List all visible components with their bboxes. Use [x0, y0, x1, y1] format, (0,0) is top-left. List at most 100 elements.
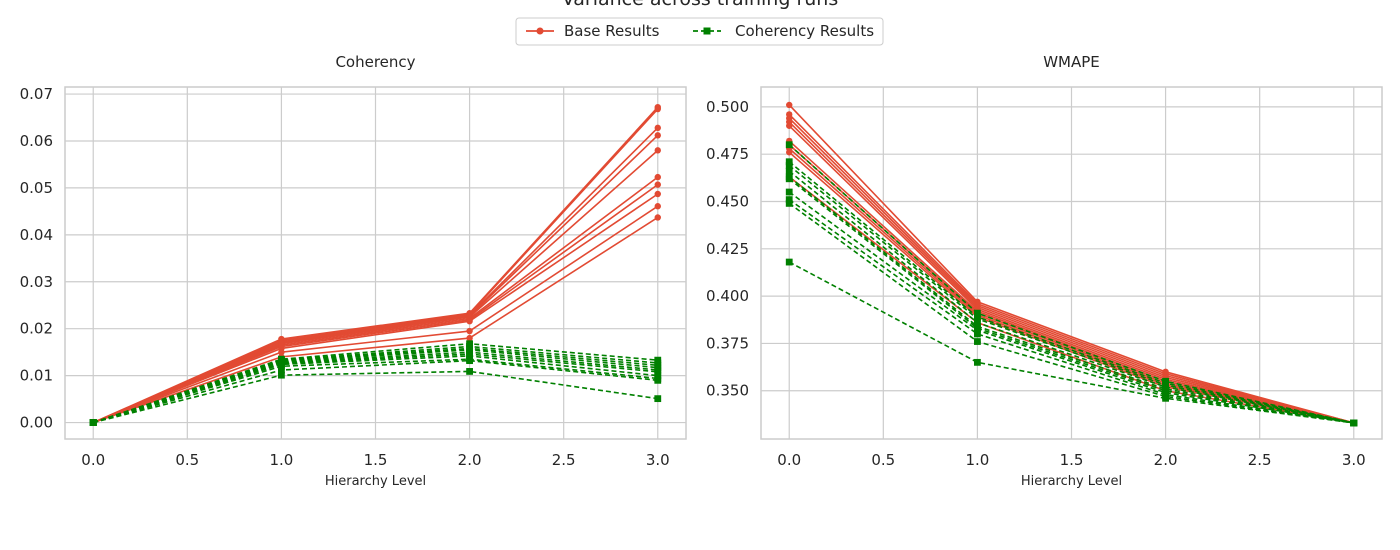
wmape-coherency-point — [974, 358, 981, 366]
coherency-coherency-point — [466, 357, 473, 365]
wmape-coherency-series-line — [788, 144, 1354, 424]
wmape-x-tick-label: 2.0 — [1154, 451, 1178, 469]
wmape-y-tick-label: 0.475 — [706, 145, 749, 163]
coherency-y-tick-label: 0.05 — [20, 179, 53, 197]
legend-coherency-marker — [703, 27, 711, 35]
wmape-coherency-point — [785, 158, 793, 166]
coherency-base-point — [466, 334, 473, 342]
coherency-y-tick-label: 0.07 — [20, 85, 53, 103]
legend-base-marker — [536, 27, 544, 35]
coherency-x-tick-label: 0.5 — [175, 451, 199, 469]
wmape-base-point — [786, 101, 793, 109]
wmape-coherency-point — [785, 167, 793, 175]
coherency-x-tick-label: 0.0 — [81, 451, 105, 469]
legend-entry-coherency: Coherency Results — [693, 22, 874, 40]
wmape-base-series-line — [788, 113, 1354, 424]
coherency-x-tick-label: 1.5 — [364, 451, 388, 469]
wmape-y-tick-label: 0.400 — [706, 287, 749, 305]
wmape-panel-title: WMAPE — [1043, 53, 1100, 71]
coherency-coherency-point — [466, 368, 473, 375]
wmape-y-tick-label: 0.350 — [706, 382, 749, 400]
wmape-y-tick-label: 0.425 — [706, 240, 749, 258]
wmape-coherency-point — [974, 319, 981, 327]
wmape-base-series-line — [788, 121, 1354, 424]
wmape-base-series-line — [788, 140, 1354, 424]
coherency-base-series-line — [92, 193, 659, 424]
wmape-coherency-series-line — [788, 176, 1354, 424]
wmape-coherency-point — [974, 315, 981, 323]
wmape-base-series-line — [788, 104, 1354, 424]
wmape-x-tick-label: 1.0 — [965, 451, 989, 469]
coherency-x-tick-label: 2.5 — [552, 451, 576, 469]
figure-title: Variance across training runs — [562, 0, 839, 10]
coherency-base-point — [654, 203, 661, 210]
coherency-base-point — [654, 132, 661, 139]
coherency-panel: 0.0 0.5 1.0 1.5 2.0 2.5 3.0 0.00 0.01 0.02 0.03 0.0… — [20, 53, 687, 489]
coherency-y-tick-label: 0.03 — [20, 273, 53, 291]
wmape-coherency-point — [974, 338, 981, 345]
legend-entry-base: Base Results — [526, 22, 660, 40]
coherency-coherency-point — [654, 395, 662, 403]
wmape-coherency-point — [785, 141, 793, 149]
legend-coherency-label: Coherency Results — [735, 22, 874, 40]
coherency-base-series-line — [92, 205, 659, 424]
wmape-x-tick-label: 0.0 — [777, 451, 801, 469]
wmape-coherency-series-line — [788, 261, 1354, 424]
coherency-base-point — [654, 181, 661, 188]
wmape-coherency-series-line — [788, 170, 1354, 424]
coherency-coherency-point — [278, 371, 285, 379]
coherency-base-series-line — [92, 216, 659, 424]
coherency-coherency-series-line — [92, 355, 658, 424]
coherency-base-point — [654, 173, 661, 181]
wmape-coherency-point — [1162, 394, 1169, 402]
coherency-coherency-point — [654, 376, 662, 384]
legend: Base Results Coherency Results — [515, 17, 884, 46]
coherency-base-point — [654, 214, 661, 221]
wmape-panel: 0.0 0.5 1.0 1.5 2.0 2.5 3.0 0.350 0.375 0.400 0.42… — [706, 53, 1383, 489]
coherency-base-point — [654, 190, 661, 198]
coherency-coherency-point — [278, 362, 285, 370]
coherency-base-point — [466, 317, 473, 325]
coherency-coherency-series-line — [93, 370, 658, 424]
wmape-coherency-point — [785, 196, 793, 204]
coherency-x-tick-label: 1.0 — [269, 451, 293, 469]
wmape-coherency-series-line — [788, 198, 1354, 424]
coherency-axes-frame — [64, 86, 687, 440]
coherency-x-axis-label: Hierarchy Level — [325, 474, 426, 489]
wmape-coherency-series-line — [788, 178, 1354, 424]
coherency-y-tick-label: 0.02 — [20, 320, 53, 338]
coherency-x-tick-label: 3.0 — [646, 451, 670, 469]
coherency-y-tick-label: 0.04 — [20, 226, 53, 244]
wmape-base-point — [786, 122, 793, 129]
coherency-x-tick-label: 2.0 — [458, 451, 482, 469]
legend-frame — [515, 17, 884, 46]
wmape-x-tick-label: 0.5 — [871, 451, 895, 469]
wmape-coherency-point — [785, 188, 793, 196]
wmape-base-series-line — [788, 117, 1354, 424]
wmape-coherency-point — [785, 199, 793, 207]
wmape-y-tick-label: 0.500 — [706, 98, 749, 116]
wmape-axes-frame — [760, 86, 1383, 440]
coherency-base-point — [654, 147, 661, 154]
wmape-y-tick-label: 0.450 — [706, 192, 749, 210]
coherency-y-tick-label: 0.00 — [20, 414, 53, 432]
coherency-base-series-line — [92, 183, 659, 424]
wmape-y-tick-label: 0.375 — [706, 334, 749, 352]
coherency-panel-title: Coherency — [335, 53, 415, 71]
wmape-coherency-point — [974, 330, 981, 338]
coherency-base-point — [654, 105, 661, 113]
wmape-coherency-series-line — [788, 164, 1354, 424]
legend-base-label: Base Results — [564, 22, 660, 40]
wmape-base-point — [786, 149, 793, 156]
coherency-coherency-point — [278, 366, 285, 374]
coherency-coherency-series-line — [93, 358, 658, 424]
wmape-coherency-point — [1350, 419, 1358, 427]
wmape-coherency-series-line — [788, 161, 1354, 424]
wmape-coherency-point — [785, 258, 793, 266]
wmape-x-axis-label: Hierarchy Level — [1021, 474, 1122, 489]
wmape-x-tick-label: 1.5 — [1060, 451, 1084, 469]
coherency-y-tick-label: 0.06 — [20, 132, 53, 150]
coherency-coherency-point — [654, 368, 662, 376]
wmape-coherency-point — [785, 175, 793, 183]
